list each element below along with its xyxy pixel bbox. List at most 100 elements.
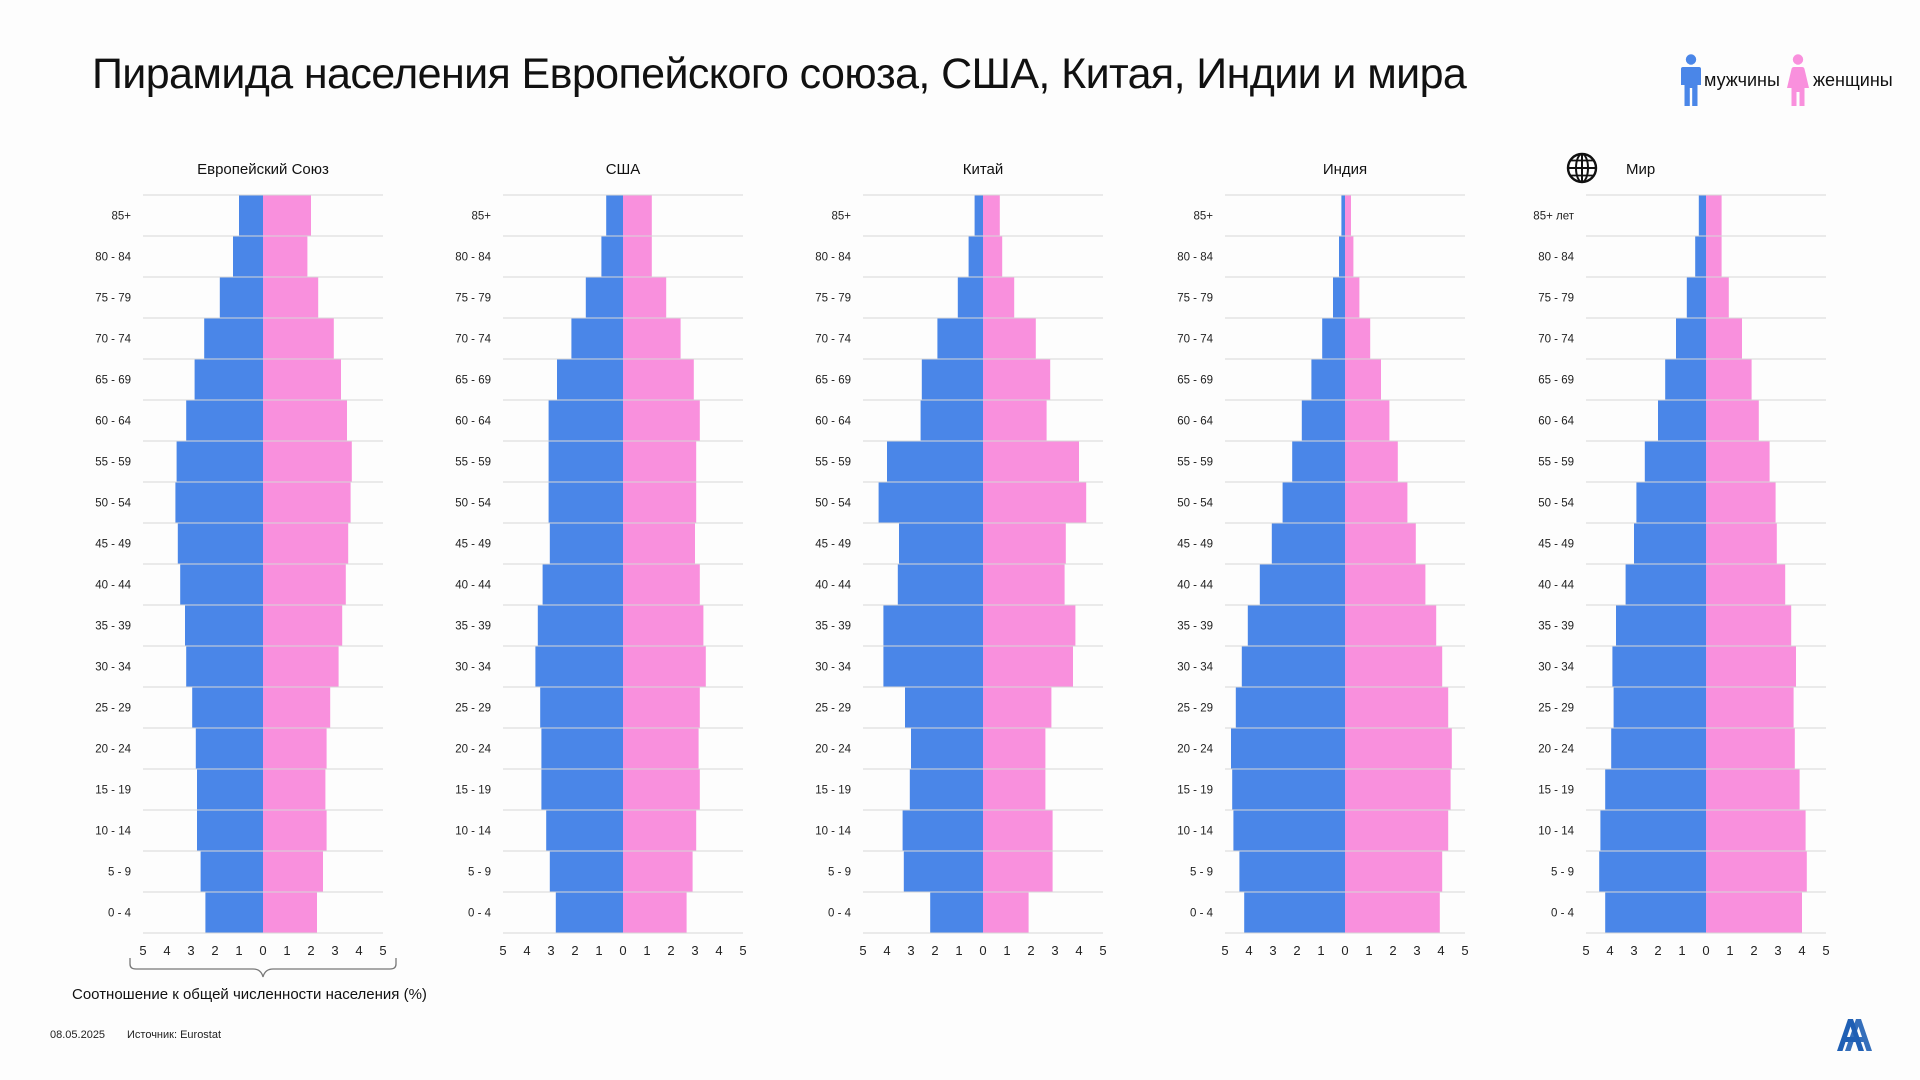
bar-female-15: [983, 769, 1046, 810]
bar-male-8: [878, 482, 983, 523]
bar-male-9: [899, 523, 983, 564]
axis-tick-label: 0: [1341, 943, 1348, 958]
age-label: 30 - 34: [1177, 662, 1213, 674]
age-label: 60 - 64: [1538, 416, 1574, 428]
age-label: 5 - 9: [468, 867, 491, 879]
bar-male-10: [1259, 564, 1345, 605]
age-label: 70 - 74: [1177, 334, 1213, 346]
bar-male-5: [557, 359, 623, 400]
age-label: 30 - 34: [455, 662, 491, 674]
bar-female-6: [1345, 400, 1390, 441]
bar-male-12: [1241, 646, 1345, 687]
age-label: 65 - 69: [1538, 375, 1574, 387]
age-label: 85+: [1193, 211, 1213, 223]
bar-female-17: [1706, 851, 1807, 892]
aa-logo-icon: [1837, 1019, 1872, 1051]
bar-male-17: [549, 851, 623, 892]
age-label: 60 - 64: [1177, 416, 1213, 428]
age-label: 45 - 49: [455, 539, 491, 551]
axis-tick-label: 1: [643, 943, 650, 958]
bar-female-13: [623, 687, 700, 728]
bar-female-5: [1345, 359, 1381, 400]
axis-tick-label: 0: [259, 943, 266, 958]
bar-female-2: [1706, 236, 1722, 277]
bar-female-11: [263, 605, 343, 646]
bar-male-8: [548, 482, 623, 523]
bar-female-15: [1345, 769, 1451, 810]
bar-male-8: [175, 482, 263, 523]
bar-male-2: [1695, 236, 1706, 277]
age-label: 10 - 14: [1538, 826, 1574, 838]
legend-female-label: женщины: [1813, 70, 1893, 90]
axis-tick-label: 1: [1365, 943, 1372, 958]
age-label: 10 - 14: [455, 826, 491, 838]
age-label: 80 - 84: [455, 252, 491, 264]
axis-tick-label: 2: [1654, 943, 1661, 958]
bar-male-17: [1599, 851, 1706, 892]
axis-tick-label: 1: [1726, 943, 1733, 958]
bar-female-4: [1706, 318, 1742, 359]
bar-male-2: [968, 236, 983, 277]
age-label: 25 - 29: [1538, 703, 1574, 715]
age-label: 50 - 54: [455, 498, 491, 510]
bar-male-11: [883, 605, 983, 646]
bar-female-12: [623, 646, 706, 687]
age-label: 40 - 44: [815, 580, 851, 592]
age-label: 75 - 79: [95, 293, 131, 305]
age-label: 45 - 49: [815, 539, 851, 551]
bar-male-9: [549, 523, 623, 564]
bar-female-11: [1706, 605, 1792, 646]
chart-title: Китай: [963, 161, 1004, 178]
bar-female-9: [263, 523, 349, 564]
age-label: 65 - 69: [455, 375, 491, 387]
bar-male-14: [911, 728, 983, 769]
bar-female-1: [263, 195, 311, 236]
bar-female-16: [1345, 810, 1449, 851]
bar-male-7: [1292, 441, 1345, 482]
axis-tick-label: 4: [1437, 943, 1444, 958]
bar-male-4: [1322, 318, 1345, 359]
age-label: 5 - 9: [1551, 867, 1574, 879]
bar-male-9: [177, 523, 263, 564]
bar-male-7: [176, 441, 263, 482]
axis-tick-label: 2: [307, 943, 314, 958]
bar-male-18: [1605, 892, 1706, 933]
axis-tick-label: 1: [1678, 943, 1685, 958]
bar-male-12: [535, 646, 623, 687]
bar-female-2: [263, 236, 308, 277]
age-label: 40 - 44: [455, 580, 491, 592]
bar-male-9: [1271, 523, 1345, 564]
axis-tick-label: 3: [1051, 943, 1058, 958]
bar-female-10: [263, 564, 346, 605]
age-label: 75 - 79: [1177, 293, 1213, 305]
bar-male-11: [537, 605, 623, 646]
age-label: 70 - 74: [815, 334, 851, 346]
bar-male-12: [883, 646, 983, 687]
bar-male-6: [1301, 400, 1345, 441]
age-label: 50 - 54: [95, 498, 131, 510]
axis-tick-label: 1: [235, 943, 242, 958]
bar-male-5: [1665, 359, 1706, 400]
age-label: 15 - 19: [1177, 785, 1213, 797]
age-label: 65 - 69: [1177, 375, 1213, 387]
age-label: 55 - 59: [815, 457, 851, 469]
bar-female-8: [983, 482, 1087, 523]
bar-female-15: [263, 769, 326, 810]
axis-tick-label: 4: [355, 943, 362, 958]
age-label: 15 - 19: [815, 785, 851, 797]
bar-male-12: [1612, 646, 1706, 687]
male-person-icon: [1681, 54, 1701, 106]
axis-tick-label: 1: [595, 943, 602, 958]
age-label: 80 - 84: [1177, 252, 1213, 264]
age-label: 35 - 39: [1538, 621, 1574, 633]
bar-female-7: [1345, 441, 1398, 482]
bar-male-16: [902, 810, 983, 851]
age-label: 60 - 64: [815, 416, 851, 428]
axis-tick-label: 2: [1389, 943, 1396, 958]
bar-male-5: [921, 359, 983, 400]
age-label: 70 - 74: [1538, 334, 1574, 346]
bar-female-10: [983, 564, 1065, 605]
pyramid-chart-5: 85+ лет 80 - 84 75 - 79 70 - 74 65 - 69 60 - …: [1533, 152, 1830, 958]
bar-male-14: [1231, 728, 1345, 769]
bar-female-14: [263, 728, 327, 769]
